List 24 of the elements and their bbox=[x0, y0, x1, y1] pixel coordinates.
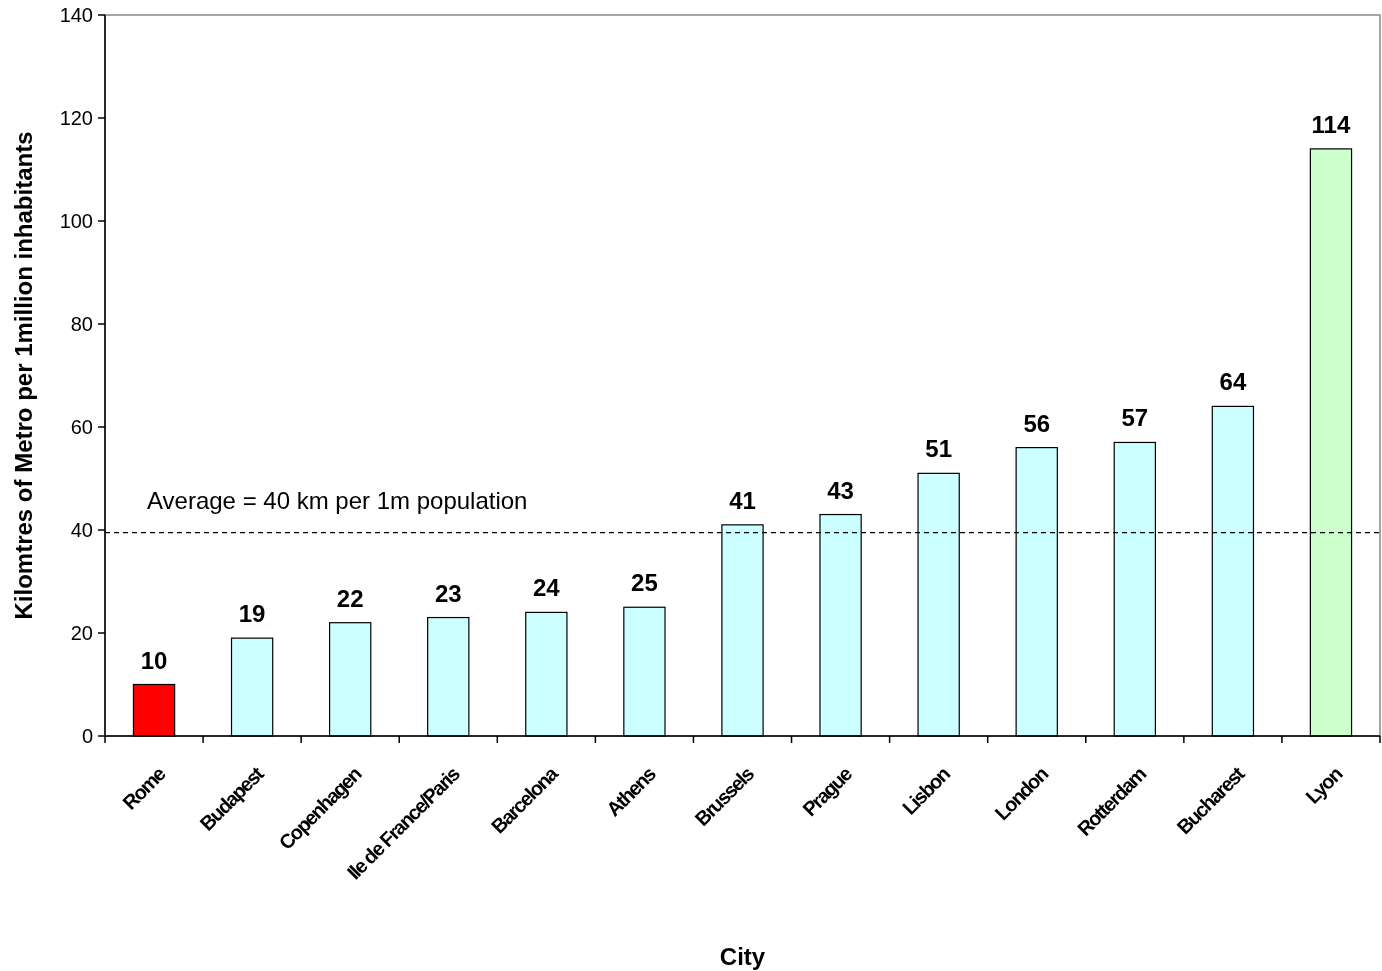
data-label: 24 bbox=[532, 574, 561, 602]
data-label: 23 bbox=[434, 579, 462, 607]
data-label: 25 bbox=[631, 569, 658, 597]
data-label: 51 bbox=[925, 435, 953, 463]
data-label: 64 bbox=[1219, 368, 1247, 396]
data-label: 57 bbox=[1121, 404, 1149, 432]
y-tick-label: 60 bbox=[70, 416, 93, 438]
data-label: 41 bbox=[729, 486, 756, 514]
y-tick-label: 140 bbox=[59, 4, 93, 26]
y-tick-label: 40 bbox=[70, 519, 93, 541]
y-tick-label: 20 bbox=[70, 622, 93, 644]
x-axis-title: City bbox=[719, 943, 766, 970]
data-label: 19 bbox=[238, 600, 266, 628]
data-label: 10 bbox=[140, 646, 168, 674]
data-label: 43 bbox=[827, 476, 854, 504]
ref-line-label: Average = 40 km per 1m population bbox=[147, 486, 528, 514]
y-tick-label: 0 bbox=[81, 725, 93, 747]
y-tick-label: 80 bbox=[70, 313, 93, 335]
y-tick-label: 120 bbox=[59, 107, 93, 129]
y-tick-label: 100 bbox=[59, 210, 93, 232]
y-axis-title: Kilomtres of Metro per 1million inhabitants bbox=[10, 131, 37, 620]
data-label: 22 bbox=[336, 584, 364, 612]
data-label: 114 bbox=[1311, 110, 1351, 138]
data-label: 56 bbox=[1023, 409, 1051, 437]
